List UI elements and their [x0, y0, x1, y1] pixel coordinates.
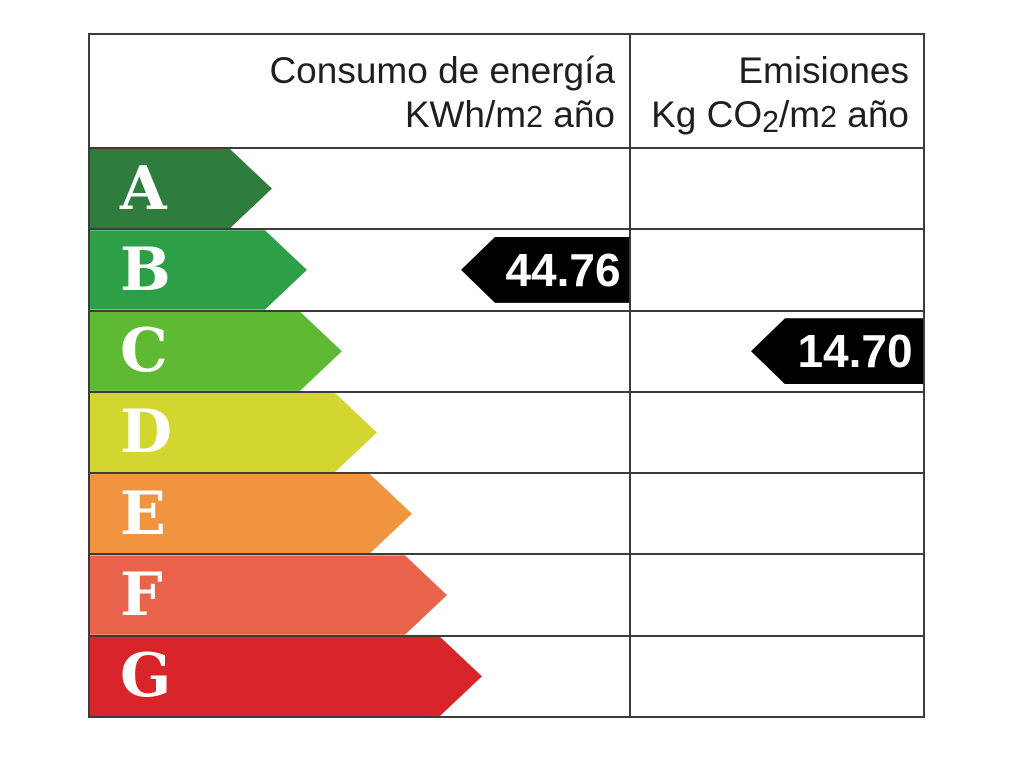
rating-arrow-f: F [90, 555, 447, 634]
rating-row-f-emissions [631, 553, 923, 635]
rating-row-d-consumption: D [90, 390, 631, 473]
rating-letter-c: C [120, 316, 168, 387]
emissions-header-line1: Emisiones [738, 50, 909, 91]
rating-arrow-e: E [90, 474, 412, 553]
emissions-value-arrow: 14.70 [751, 318, 923, 385]
rating-letter-b: B [120, 234, 171, 305]
rating-row-c-emissions: 14.70 [631, 309, 923, 391]
consumption-column-header: Consumo de energía KWh/m2 año [90, 35, 631, 147]
rating-row-e-consumption: E [90, 472, 631, 554]
rating-row-g-emissions [631, 634, 923, 716]
emissions-header-line2: Kg CO2/m2 año [651, 94, 909, 140]
rating-letter-g: G [120, 641, 172, 712]
consumption-header-line2: KWh/m2 año [404, 94, 615, 135]
rating-arrow-c: C [90, 312, 342, 391]
rating-arrow-g: G [90, 637, 482, 716]
rating-row-a-consumption: A [90, 147, 631, 229]
rating-row-b-consumption: B 44.76 [90, 228, 631, 310]
rating-arrow-d: D [90, 393, 377, 472]
rating-row-a-emissions [631, 147, 923, 229]
emissions-column-header: Emisiones Kg CO2/m2 año [631, 35, 923, 147]
rating-letter-a: A [120, 153, 167, 224]
rating-row-e-emissions [631, 472, 923, 554]
consumption-value-arrow: 44.76 [461, 236, 629, 303]
consumption-value: 44.76 [505, 243, 621, 296]
rating-row-c-consumption: C [90, 309, 631, 391]
rating-row-f-consumption: F [90, 553, 631, 635]
rating-arrow-b: B [90, 230, 307, 309]
rating-row-b-emissions [631, 228, 923, 310]
energy-rating-table: Consumo de energía KWh/m2 año Emisiones … [88, 33, 925, 718]
rating-letter-d: D [120, 397, 173, 468]
consumption-header-line1: Consumo de energía [269, 50, 615, 91]
emissions-value: 14.70 [797, 325, 913, 378]
rating-letter-e: E [120, 478, 166, 549]
rating-row-d-emissions [631, 390, 923, 473]
rating-row-g-consumption: G [90, 634, 631, 716]
rating-letter-f: F [120, 560, 163, 631]
rating-arrow-a: A [90, 149, 272, 228]
